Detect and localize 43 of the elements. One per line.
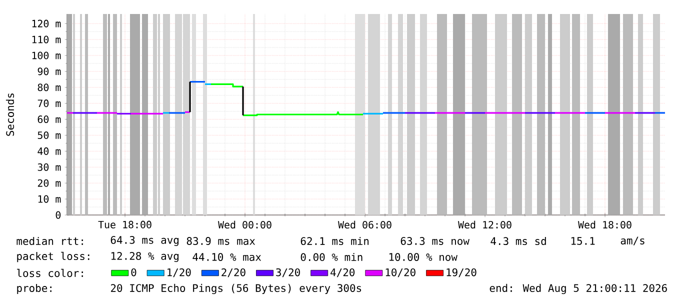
text: median rtt: (16, 236, 83, 246)
text: 83.9 ms max (186, 237, 256, 245)
x-tick-label: Tue 18:00 (98, 220, 152, 228)
y-tick-label: 20 m (38, 179, 61, 187)
legend-label: 10/20 (386, 268, 416, 278)
text: 10.00 % now (389, 253, 458, 261)
text: am/s (620, 236, 644, 246)
text: 20 ICMP Echo Pings (56 Bytes) every 300s (110, 284, 362, 294)
y-tick-label: 90 m (38, 68, 61, 76)
y-tick-label: 120 m (32, 20, 61, 28)
legend-label: 1/20 (168, 268, 191, 278)
legend-label: 2/20 (222, 268, 246, 278)
legend-label: 4/20 (330, 268, 355, 278)
y-tick-label: 60 m (38, 116, 61, 124)
legend-label: 19/20 (446, 268, 476, 278)
y-tick-label: 100 m (32, 52, 61, 60)
x-tick-label: Wed 18:00 (578, 220, 632, 229)
y-tick-label: 110 m (32, 36, 61, 44)
text: end: Wed Aug 5 21:00:11 2026 (490, 284, 667, 294)
y-tick-label: 50 m (38, 131, 61, 140)
legend-label: 3/20 (276, 268, 300, 278)
text: 15.1 (571, 237, 595, 245)
text: 64.3 ms avg (110, 236, 178, 246)
y-axis-title: Seconds (6, 94, 14, 136)
y-tick-label: 80 m (38, 84, 61, 92)
y-tick-label: 0 (56, 211, 61, 219)
legend-label: 0 (131, 268, 136, 276)
text: 0.00 % min (300, 252, 362, 262)
y-tick-label: 70 m (38, 100, 61, 108)
text: 63.3 ms now (400, 237, 470, 245)
y-tick-label: 40 m (38, 147, 61, 155)
text: 44.10 % max (192, 253, 262, 261)
text: 4.3 ms sd (490, 236, 546, 246)
y-tick-label: 10 m (38, 195, 61, 203)
text: 12.28 % avg (111, 252, 178, 262)
text: probe: (17, 284, 52, 294)
y-tick-label: 30 m (38, 163, 61, 171)
text: packet loss: (17, 252, 90, 262)
x-tick-label: Wed 12:00 (458, 220, 512, 229)
x-tick-label: Wed 06:00 (338, 220, 392, 229)
x-tick-label: Wed 00:00 (218, 220, 272, 229)
legend-title: loss color: (17, 268, 83, 278)
text: 62.1 ms min (300, 236, 369, 246)
